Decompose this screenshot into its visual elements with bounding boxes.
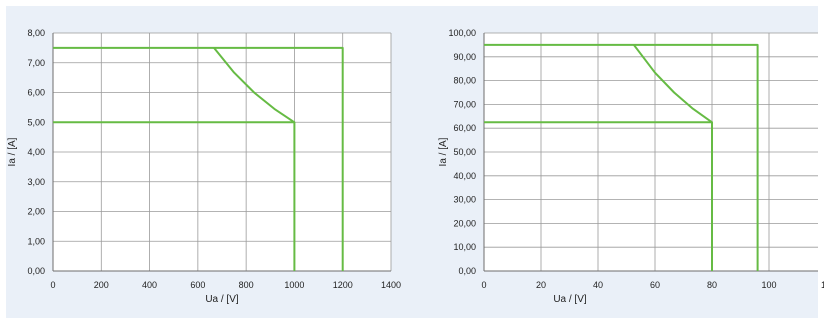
x-tick-label: 600 <box>190 280 205 290</box>
y-tick-label: 6,00 <box>27 88 45 98</box>
y-tick-label: 80,00 <box>453 76 476 86</box>
x-tick-label: 200 <box>94 280 109 290</box>
y-tick-label: 90,00 <box>453 52 476 62</box>
y-tick-label: 40,00 <box>453 171 476 181</box>
x-tick-label: 12 <box>821 280 824 290</box>
x-tick-label: 0 <box>50 280 55 290</box>
x-axis-label: Ua / [V] <box>205 294 239 305</box>
series-line-3 <box>633 44 713 124</box>
y-tick-label: 8,00 <box>27 28 45 38</box>
y-tick-label: 0,00 <box>458 266 476 276</box>
y-tick-label: 100,00 <box>448 28 476 38</box>
y-axis-label: Ia / [A] <box>7 137 18 166</box>
y-tick-label: 0,00 <box>27 266 45 276</box>
y-tick-label: 1,00 <box>27 236 45 246</box>
x-tick-label: 80 <box>707 280 717 290</box>
y-tick-label: 5,00 <box>27 117 45 127</box>
x-tick-label: 40 <box>593 280 603 290</box>
x-tick-label: 0 <box>481 280 486 290</box>
x-tick-label: 60 <box>650 280 660 290</box>
series-line-1 <box>484 43 759 271</box>
y-axis-label: Ia / [A] <box>438 137 449 166</box>
x-axis-label: Ua / [V] <box>553 294 587 305</box>
series-line-3 <box>213 47 295 124</box>
y-tick-label: 20,00 <box>453 218 476 228</box>
y-tick-label: 2,00 <box>27 207 45 217</box>
x-tick-label: 20 <box>536 280 546 290</box>
y-tick-label: 70,00 <box>453 99 476 109</box>
y-tick-label: 30,00 <box>453 195 476 205</box>
x-tick-label: 400 <box>142 280 157 290</box>
x-tick-label: 1400 <box>381 280 401 290</box>
y-tick-label: 4,00 <box>27 147 45 157</box>
x-tick-label: 100 <box>761 280 776 290</box>
series-line-1 <box>53 46 344 271</box>
y-tick-label: 7,00 <box>27 58 45 68</box>
y-tick-label: 10,00 <box>453 242 476 252</box>
x-tick-label: 800 <box>239 280 254 290</box>
y-tick-label: 50,00 <box>453 147 476 157</box>
y-tick-label: 3,00 <box>27 177 45 187</box>
x-tick-label: 1200 <box>333 280 353 290</box>
x-tick-label: 1000 <box>284 280 304 290</box>
y-tick-label: 60,00 <box>453 123 476 133</box>
